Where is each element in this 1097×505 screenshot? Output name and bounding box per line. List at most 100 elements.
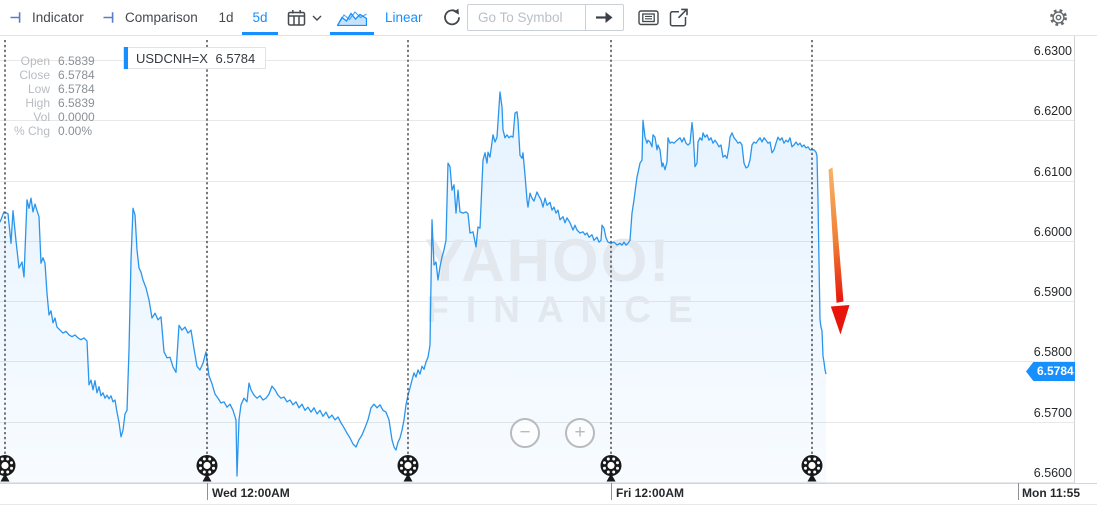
chart-summary-button[interactable]: [638, 0, 659, 35]
refresh-button[interactable]: [442, 0, 462, 35]
ohlc-label: Low: [27, 82, 50, 96]
legend-series-color-bar: [124, 47, 128, 69]
watermark-yahoo: YAHOO!: [425, 227, 672, 294]
y-axis-label: 6.6300: [1033, 43, 1072, 58]
spinner-dot: [616, 461, 619, 465]
chart-toolbar: Indicator Comparison 1d 5d Linear: [0, 0, 1097, 36]
spinner-dot: [199, 466, 202, 470]
spinner-dot: [603, 461, 606, 465]
comparison-button[interactable]: Comparison: [103, 0, 198, 35]
spinner-hub: [808, 461, 816, 470]
spinner-dot: [409, 470, 413, 474]
spinner-dot: [208, 457, 212, 461]
ohlc-value: 6.5784: [58, 68, 95, 82]
expand-chart-button[interactable]: [669, 0, 689, 35]
spinner-dot: [212, 466, 215, 470]
chart-style-button[interactable]: Linear: [385, 0, 423, 35]
legend-price: 6.5784: [215, 50, 256, 66]
spinner-dot: [199, 461, 202, 465]
ohlc-row: Vol 0.0000: [0, 110, 94, 124]
legend-symbol: USDCNH=X: [136, 50, 208, 66]
ohlc-row: Low 6.5784: [0, 82, 95, 96]
spinner-dot: [202, 470, 206, 474]
session-marker-triangle: [202, 473, 212, 482]
spinner-dot: [813, 457, 817, 461]
y-axis-label: 6.5800: [1033, 344, 1072, 359]
ohlc-row: Close 6.5784: [0, 68, 95, 82]
spinner-dot: [400, 466, 403, 470]
spinner-dot: [804, 466, 807, 470]
watermark-finance: FINANCE: [426, 289, 709, 330]
x-axis-tick: [611, 483, 612, 500]
spinner-dot: [400, 461, 403, 465]
spinner-dot: [403, 457, 407, 461]
ohlc-label: High: [25, 96, 50, 110]
session-markers: [0, 40, 823, 482]
indicator-label: Indicator: [32, 10, 84, 25]
ohlc-row: Open 6.5839: [0, 54, 95, 68]
go-to-symbol-input[interactable]: [467, 4, 585, 31]
legend-chip[interactable]: USDCNH=X 6.5784: [123, 47, 267, 69]
watermark: YAHOO! FINANCE: [425, 227, 709, 330]
tab-5d[interactable]: 5d: [242, 0, 278, 35]
spinner-dot: [0, 457, 4, 461]
date-range-dropdown[interactable]: [287, 0, 322, 35]
spinner-dot: [212, 461, 215, 465]
chart-type-button[interactable]: [330, 0, 374, 35]
session-marker-spinner[interactable]: [196, 455, 218, 476]
spinner-dot: [10, 466, 13, 470]
y-axis-label: 6.5900: [1033, 284, 1072, 299]
y-axis-label: 6.5700: [1033, 405, 1072, 420]
spinner-dot: [413, 461, 416, 465]
ohlc-row: High 6.5839: [0, 96, 95, 110]
session-marker-triangle: [0, 473, 10, 482]
spinner-dot: [804, 461, 807, 465]
spinner-dot: [413, 466, 416, 470]
comparison-label: Comparison: [125, 10, 198, 25]
ohlc-panel: Open 6.5839 Close 6.5784 Low 6.5784 High 6.5839…: [0, 54, 95, 138]
indicator-button[interactable]: Indicator: [10, 0, 84, 35]
zoom-out-button[interactable]: −: [510, 418, 540, 448]
session-marker-spinner[interactable]: [397, 455, 419, 476]
session-marker-spinner[interactable]: [600, 455, 622, 476]
session-marker-spinner[interactable]: [0, 455, 16, 476]
chevron-down-icon: [312, 15, 322, 21]
spinner-dot: [409, 457, 413, 461]
spinner-dot: [0, 470, 4, 474]
last-price-badge: 6.5784: [1026, 362, 1075, 381]
settings-button[interactable]: [1048, 0, 1069, 35]
spinner-dot: [10, 461, 13, 465]
ohlc-label: % Chg: [13, 124, 50, 138]
spinner-dot: [616, 466, 619, 470]
spinner-dot: [606, 470, 610, 474]
spinner-hub: [607, 461, 615, 470]
spinner-dot: [208, 470, 212, 474]
x-axis-label: Wed 12:00AM: [212, 486, 290, 500]
x-axis-tick: [207, 483, 208, 500]
session-marker-triangle: [403, 473, 413, 482]
chart-style-label: Linear: [385, 10, 423, 25]
zoom-in-button[interactable]: +: [565, 418, 595, 448]
ohlc-value: 6.5839: [58, 96, 95, 110]
ohlc-label: Open: [20, 54, 50, 68]
spinner-hub: [1, 461, 9, 470]
x-axis-tick: [1018, 483, 1019, 500]
go-arrow-icon: [596, 12, 613, 23]
spinner-dot: [603, 466, 606, 470]
refresh-icon: [444, 8, 460, 25]
gear-icon: [1050, 9, 1067, 26]
area-chart-type-icon: [337, 10, 367, 26]
spinner-dot: [807, 457, 811, 461]
ohlc-value: 6.5784: [58, 82, 95, 96]
calendar-icon: [287, 9, 306, 26]
ohlc-value: 6.5839: [58, 54, 95, 68]
session-marker-spinner[interactable]: [801, 455, 823, 476]
y-axis-label: 6.5600: [1033, 465, 1072, 480]
go-to-symbol-submit-button[interactable]: [585, 4, 624, 31]
add-comparison-icon: [103, 12, 114, 23]
add-indicator-icon: [10, 12, 21, 23]
tab-1d[interactable]: 1d: [214, 0, 238, 35]
session-marker-triangle: [807, 473, 817, 482]
